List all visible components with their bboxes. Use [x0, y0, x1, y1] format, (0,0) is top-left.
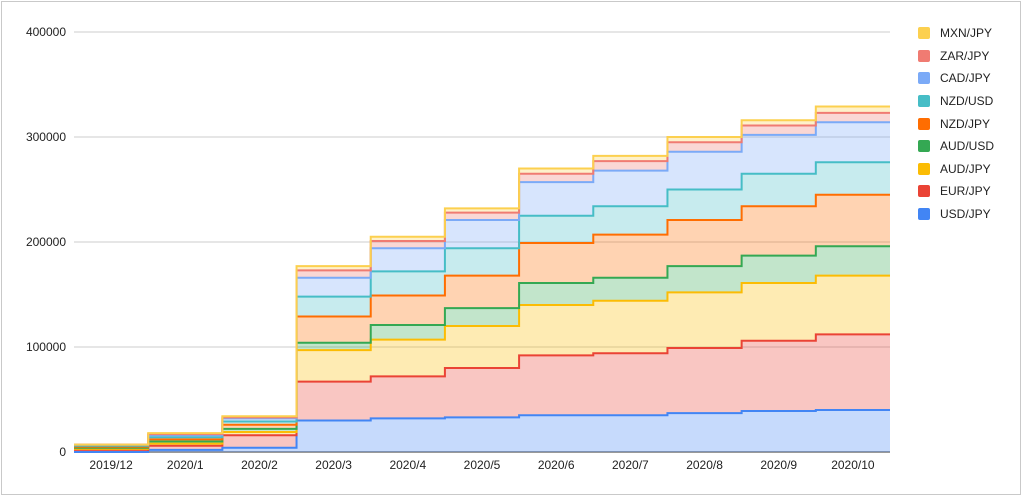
legend-label: AUD/JPY	[940, 161, 991, 176]
legend-label: USD/JPY	[940, 207, 991, 222]
legend-label: AUD/USD	[940, 139, 995, 154]
x-tick-label: 2020/10	[831, 458, 875, 472]
y-tick-label: 100000	[26, 340, 66, 354]
legend-swatch	[918, 49, 930, 62]
chart-legend: MXN/JPY ZAR/JPY CAD/JPY NZD/USD NZD/JPY AUD/U…	[918, 22, 1018, 225]
legend-item-zar-jpy[interactable]: ZAR/JPY	[918, 45, 1018, 68]
legend-swatch	[918, 162, 930, 175]
legend-swatch	[918, 95, 930, 108]
x-tick-label: 2020/8	[686, 458, 723, 472]
area-aud-jpy	[74, 275, 890, 450]
legend-swatch	[918, 27, 930, 40]
x-tick-label: 2020/6	[538, 458, 575, 472]
x-tick-label: 2020/3	[315, 458, 352, 472]
area-nzd-jpy	[74, 194, 890, 448]
area-aud-usd	[74, 246, 890, 449]
legend-label: EUR/JPY	[940, 184, 991, 199]
legend-label: NZD/JPY	[940, 116, 991, 131]
legend-label: CAD/JPY	[940, 71, 991, 86]
area-eur-jpy	[74, 334, 890, 452]
series-line-mxn-jpy	[74, 105, 890, 446]
area-cad-jpy	[74, 122, 890, 446]
legend-item-nzd-jpy[interactable]: NZD/JPY	[918, 112, 1018, 135]
legend-item-aud-jpy[interactable]: AUD/JPY	[918, 158, 1018, 181]
legend-swatch	[918, 208, 930, 221]
legend-item-eur-jpy[interactable]: EUR/JPY	[918, 180, 1018, 203]
legend-item-usd-jpy[interactable]: USD/JPY	[918, 203, 1018, 226]
legend-item-nzd-usd[interactable]: NZD/USD	[918, 90, 1018, 113]
x-tick-label: 2020/9	[760, 458, 797, 472]
legend-swatch	[918, 140, 930, 153]
x-tick-label: 2020/4	[389, 458, 426, 472]
area-usd-jpy	[74, 410, 890, 452]
series-line-usd-jpy	[74, 409, 890, 453]
x-tick-label: 2020/2	[241, 458, 278, 472]
y-tick-label: 300000	[26, 130, 66, 144]
legend-label: ZAR/JPY	[940, 48, 990, 63]
legend-item-mxn-jpy[interactable]: MXN/JPY	[918, 22, 1018, 45]
legend-item-aud-usd[interactable]: AUD/USD	[918, 135, 1018, 158]
legend-swatch	[918, 117, 930, 130]
y-tick-label: 0	[59, 445, 66, 459]
legend-swatch	[918, 185, 930, 198]
area-nzd-usd	[74, 162, 890, 447]
legend-item-cad-jpy[interactable]: CAD/JPY	[918, 67, 1018, 90]
x-tick-label: 2020/1	[167, 458, 204, 472]
x-tick-label: 2020/5	[464, 458, 501, 472]
legend-label: MXN/JPY	[940, 26, 993, 41]
legend-swatch	[918, 72, 930, 85]
x-tick-label: 2020/7	[612, 458, 649, 472]
y-tick-label: 200000	[26, 235, 66, 249]
y-tick-label: 400000	[26, 25, 66, 39]
legend-label: NZD/USD	[940, 94, 994, 109]
x-tick-label: 2019/12	[89, 458, 133, 472]
